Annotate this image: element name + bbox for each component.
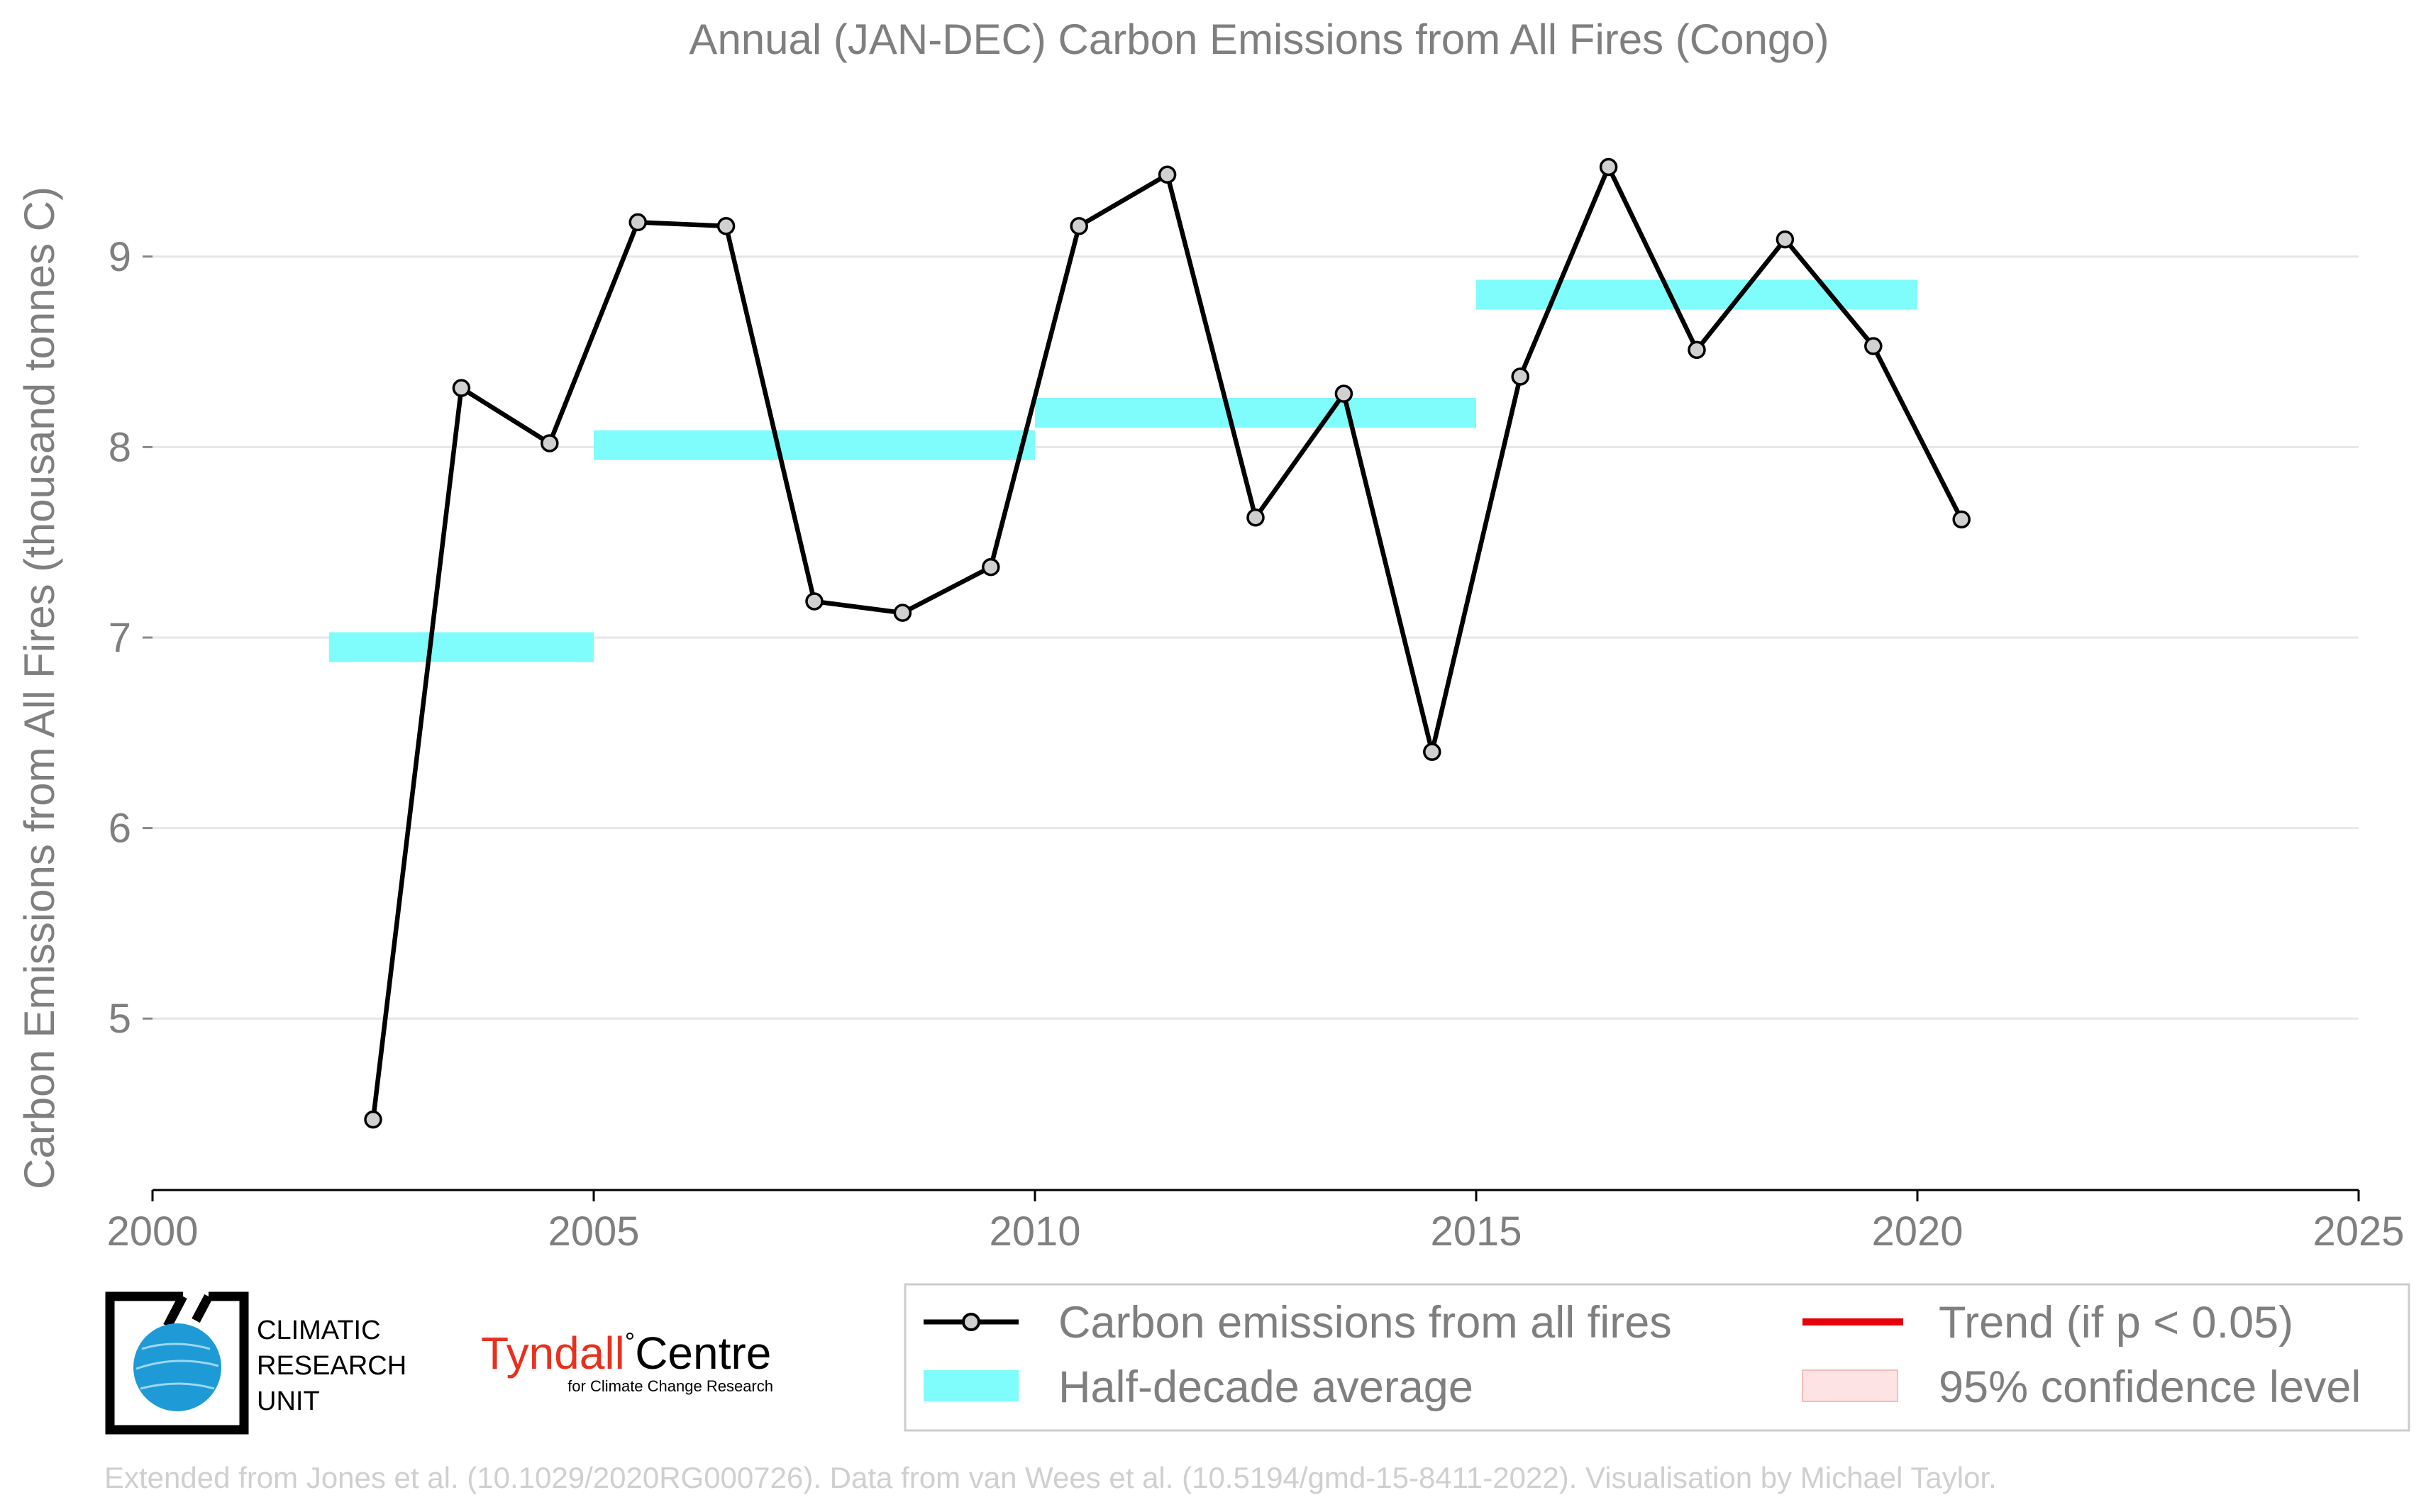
x-tick-label-2000: 2000 — [106, 1208, 198, 1255]
y-tick-label-7: 7 — [109, 615, 131, 661]
cru-name-line1: CLIMATIC — [257, 1316, 381, 1345]
tyndall-name: Tyndall — [481, 1328, 625, 1379]
cru-bracket-slash-icon — [163, 1294, 213, 1329]
tyndall-centre: Centre — [635, 1328, 771, 1379]
x-tick-label-2015: 2015 — [1430, 1208, 1522, 1255]
data-point-2009.5 — [982, 557, 1000, 577]
y-tick-label-8: 8 — [109, 424, 131, 470]
data-point-2007.5 — [805, 592, 824, 611]
y-tick-label-6: 6 — [109, 806, 131, 852]
x-tick-label-2010: 2010 — [989, 1208, 1080, 1255]
half-decade-bar-2 — [1035, 398, 1476, 428]
data-point-2020.5 — [1952, 510, 1971, 529]
x-tick-label-2025: 2025 — [2313, 1208, 2404, 1255]
data-point-2012.5 — [1246, 508, 1265, 527]
data-point-2019.5 — [1864, 337, 1883, 355]
data-point-2008.5 — [893, 604, 912, 622]
cru-bracket-icon — [105, 1291, 183, 1435]
data-point-2015.5 — [1511, 367, 1529, 386]
legend-emissions-marker — [962, 1313, 980, 1331]
data-point-2011.5 — [1158, 165, 1177, 184]
legend-emissions-label: Carbon emissions from all fires — [1058, 1298, 1672, 1347]
tyndall-logo: Tyndall°Centre for Climate Change Resear… — [481, 1327, 773, 1395]
legend-confidence-label: 95% confidence level — [1939, 1362, 2361, 1412]
legend-half-decade-label: Half-decade average — [1058, 1362, 1473, 1412]
data-point-2016.5 — [1599, 157, 1618, 177]
half-decade-average-bands — [328, 279, 1917, 662]
cru-bracket-right-icon — [173, 1291, 249, 1435]
tyndall-subtitle: for Climate Change Research — [567, 1377, 773, 1395]
legend: Carbon emissions from all fires Half-dec… — [904, 1283, 2410, 1432]
emissions-series — [364, 157, 1971, 1129]
data-point-2006.5 — [716, 217, 736, 235]
data-point-2018.5 — [1776, 230, 1795, 249]
chart-title: Annual (JAN-DEC) Carbon Emissions from A… — [689, 16, 1829, 63]
globe-contour-icon — [135, 1343, 219, 1390]
emissions-line — [370, 165, 1964, 1120]
tyndall-wordmark: Tyndall°Centre — [481, 1327, 771, 1379]
data-point-2014.5 — [1423, 743, 1441, 761]
half-decade-bar-3 — [1476, 279, 1917, 310]
data-point-2004.5 — [541, 434, 559, 452]
data-point-2003.5 — [452, 379, 471, 397]
globe-icon — [133, 1323, 221, 1411]
data-point-2013.5 — [1334, 384, 1353, 403]
x-axis-ticks: 2000 2005 2010 2015 2020 2025 — [106, 1190, 2405, 1255]
half-decade-bar-1 — [594, 430, 1035, 460]
y-axis-label: Carbon Emissions from All Fires (thousan… — [16, 187, 63, 1189]
data-point-2005.5 — [628, 213, 647, 232]
half-decade-bar-0 — [328, 632, 594, 662]
data-point-2017.5 — [1688, 340, 1706, 360]
x-tick-label-2020: 2020 — [1871, 1208, 1963, 1255]
legend-frame — [904, 1283, 2410, 1432]
y-tick-label-9: 9 — [109, 234, 131, 280]
legend-trend-label: Trend (if p < 0.05) — [1939, 1298, 2293, 1347]
tyndall-degree: ° — [625, 1327, 635, 1356]
credit-line: Extended from Jones et al. (10.1029/2020… — [104, 1461, 1997, 1494]
data-point-2010.5 — [1070, 217, 1088, 235]
data-point-2002.5 — [364, 1110, 382, 1129]
y-axis-ticks: 5 6 7 8 9 — [109, 234, 153, 1042]
legend-half-decade-swatch — [924, 1370, 1019, 1401]
cru-name-line3: UNIT — [257, 1386, 320, 1416]
x-tick-label-2005: 2005 — [548, 1208, 639, 1255]
y-tick-label-5: 5 — [109, 996, 131, 1042]
cru-name-line2: RESEARCH — [257, 1351, 406, 1381]
legend-confidence-swatch — [1802, 1369, 1898, 1402]
cru-logo: CLIMATIC RESEARCH UNIT — [105, 1291, 406, 1435]
